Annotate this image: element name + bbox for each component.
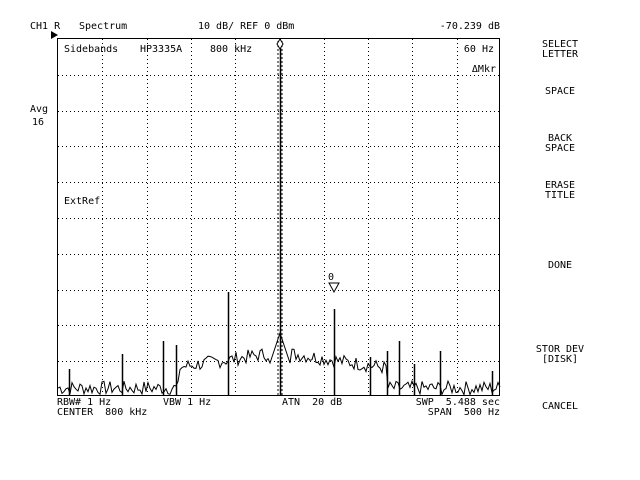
softkey-back-space[interactable]: BACK SPACE bbox=[544, 133, 576, 154]
softkey-stor-dev-disk[interactable]: STOR DEV [DISK] bbox=[535, 344, 585, 365]
measurement-label: Spectrum bbox=[79, 21, 128, 32]
softkey-erase-title[interactable]: ERASE TITLE bbox=[544, 180, 576, 201]
softkey-space[interactable]: SPACE bbox=[544, 86, 576, 97]
scale-label: 10 dB/ REF 0 dBm bbox=[198, 21, 295, 32]
marker-triangle-icon bbox=[328, 282, 340, 294]
spectrum-trace-svg bbox=[58, 39, 501, 397]
rbw-label: RBW# 1 Hz bbox=[57, 397, 112, 408]
reference-marker-icon bbox=[276, 39, 284, 50]
plot-frequency: 800 kHz bbox=[210, 44, 253, 55]
span-label: SPAN 500 Hz bbox=[427, 407, 500, 418]
attenuation-label: ATN 20 dB bbox=[282, 397, 343, 408]
reference-pointer-icon bbox=[51, 31, 58, 39]
avg-value: 16 bbox=[32, 117, 45, 128]
avg-label: Avg bbox=[30, 104, 49, 115]
noise-floor-trace bbox=[58, 331, 501, 397]
marker-mode: ΔMkr bbox=[471, 64, 496, 75]
plot-title: Sidebands bbox=[64, 44, 119, 55]
sweep-label: SWP 5.488 sec bbox=[415, 397, 500, 408]
external-reference-label: ExtRef bbox=[64, 196, 101, 207]
marker-value: -70.239 dB bbox=[439, 21, 500, 32]
vbw-label: VBW 1 Hz bbox=[163, 397, 212, 408]
marker-frequency: 60 Hz bbox=[463, 44, 494, 55]
softkey-select-letter[interactable]: SELECT LETTER bbox=[541, 39, 579, 60]
plot-model: HP3335A bbox=[140, 44, 183, 55]
softkey-done[interactable]: DONE bbox=[547, 260, 573, 271]
center-label: CENTER 800 kHz bbox=[57, 407, 148, 418]
softkey-cancel[interactable]: CANCEL bbox=[541, 401, 579, 412]
channel-label: CH1 R bbox=[30, 21, 61, 32]
marker-id: 0 bbox=[328, 272, 335, 283]
spectrum-plot[interactable]: Sidebands HP3335A 800 kHz 60 Hz ΔMkr Ext… bbox=[57, 38, 501, 397]
